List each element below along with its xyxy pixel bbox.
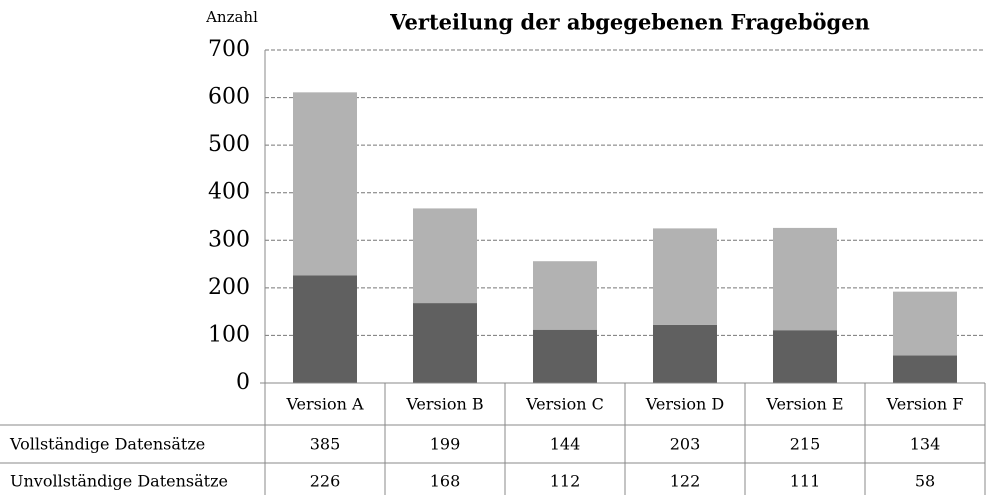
table-value: 215 — [790, 435, 821, 454]
y-tick-label: 100 — [208, 322, 250, 347]
x-tick-label: Version C — [525, 395, 604, 414]
chart-title: Verteilung der abgegebenen Fragebögen — [389, 10, 870, 35]
row-label: Vollständige Datensätze — [9, 435, 205, 454]
table-value: 134 — [910, 435, 941, 454]
y-tick-label: 300 — [208, 227, 250, 252]
bar-segment — [533, 329, 597, 383]
table-value: 385 — [310, 435, 341, 454]
x-tick-label: Version E — [765, 395, 843, 414]
y-axis-label: Anzahl — [205, 8, 258, 26]
table-value: 168 — [430, 472, 461, 491]
x-tick-label: Version D — [645, 395, 724, 414]
table-value: 58 — [915, 472, 935, 491]
y-tick-label: 200 — [208, 275, 250, 300]
table-value: 111 — [790, 472, 821, 491]
bar-segment — [413, 303, 477, 383]
y-tick-label: 400 — [208, 180, 250, 205]
bar-segment — [773, 227, 837, 331]
table-value: 112 — [550, 472, 581, 491]
bar-segment — [413, 208, 477, 304]
bar-segment — [293, 92, 357, 276]
row-label: Unvollständige Datensätze — [10, 472, 228, 491]
x-tick-label: Version B — [405, 395, 483, 414]
y-tick-label: 0 — [236, 370, 250, 395]
bar-segment — [893, 355, 957, 383]
y-tick-label: 500 — [208, 132, 250, 157]
x-tick-label: Version F — [886, 395, 964, 414]
bar-segment — [893, 291, 957, 356]
table-value: 226 — [310, 472, 341, 491]
bar-segment — [533, 261, 597, 330]
x-tick-label: Version A — [285, 395, 364, 414]
bar-segment — [293, 275, 357, 383]
table-value: 203 — [670, 435, 701, 454]
bar-segment — [653, 324, 717, 383]
table-value: 144 — [550, 435, 581, 454]
table-value: 122 — [670, 472, 701, 491]
y-tick-label: 700 — [208, 37, 250, 62]
bar-segment — [773, 330, 837, 383]
bar-segment — [653, 228, 717, 325]
y-tick-label: 600 — [208, 85, 250, 110]
table-value: 199 — [430, 435, 461, 454]
